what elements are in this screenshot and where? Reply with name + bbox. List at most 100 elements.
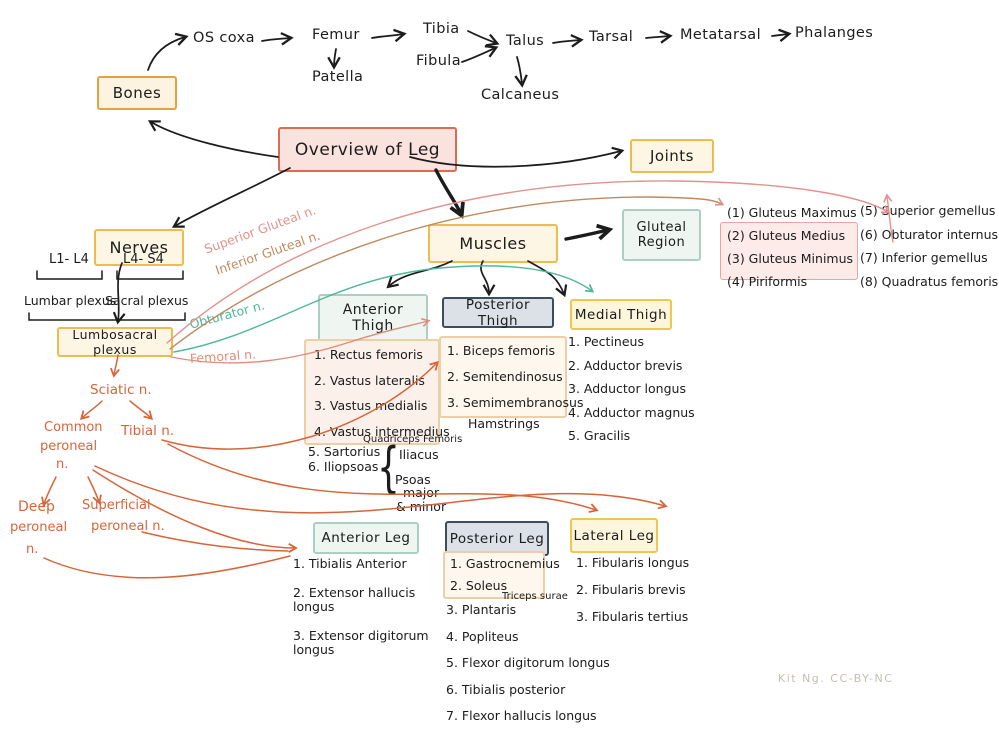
- arrow-nerves-lumbosacral: [112, 262, 126, 325]
- arrow-talus-calcaneus: [514, 56, 528, 88]
- arrow-bones-oscoxa: [147, 32, 189, 71]
- common-peroneal-line1: Common: [44, 420, 103, 435]
- triceps-surae-label: Triceps surae: [502, 591, 568, 602]
- anterior-thigh-boxed-list: 1. Rectus femoris 2. Vastus lateralis 3.…: [314, 348, 450, 439]
- medial-thigh-label: Medial Thigh: [574, 306, 668, 323]
- deep-peroneal-line3: n.: [26, 542, 39, 557]
- anterior-leg-list: 1. Tibialis Anterior 2. Extensor halluci…: [293, 557, 448, 657]
- iliopsoas-brace: {: [377, 438, 400, 500]
- list-item: 3. Plantaris: [446, 602, 517, 617]
- posterior-leg-label: Posterior Leg: [449, 530, 545, 547]
- triceps-surae-box: [443, 551, 545, 599]
- list-item: 1. Fibularis longus: [576, 555, 690, 570]
- brace-item-iliacus: Iliacus: [399, 447, 439, 462]
- hamstrings-label: Hamstrings: [468, 416, 540, 431]
- posterior-leg-list: 3. Plantaris 4. Popliteus 5. Flexor digi…: [446, 603, 610, 723]
- node-anterior-leg: Anterior Leg: [313, 522, 419, 554]
- posterior-thigh-boxed-list: 1. Biceps femoris 2. Semitendinosus 3. S…: [447, 344, 583, 410]
- arrow-sciatic-tibial: [129, 400, 154, 421]
- bone-tibia: Tibia: [423, 21, 460, 37]
- posterior-leg-boxed-list: 1. Gastrocnemius 2. Soleus: [450, 557, 560, 593]
- nerve-roots-lumbar: L1- L4: [49, 252, 89, 267]
- credit-text: Kit Ng. CC-BY-NC: [778, 672, 894, 685]
- list-item: (3) Gluteus Minimus: [727, 251, 854, 266]
- list-item: (5) Superior gemellus: [860, 203, 996, 218]
- bone-calcaneus: Calcaneus: [481, 87, 560, 103]
- node-lumbosacral-plexus: Lumbosacral plexus: [57, 327, 173, 357]
- posterior-thigh-label: Posterior Thigh: [465, 296, 531, 329]
- node-bones-label: Bones: [112, 84, 162, 102]
- tibial-nerve-label: Tibial n.: [121, 423, 175, 439]
- arrow-sciatic-common-peroneal: [79, 400, 103, 421]
- list-item: 7. Flexor hallucis longus: [446, 708, 597, 723]
- node-posterior-leg: Posterior Leg: [445, 521, 549, 556]
- gluteal-region-label-line1: Gluteal: [636, 220, 687, 235]
- list-item: 2. Adductor brevis: [568, 357, 683, 373]
- femoral-nerve-label: Femoral n.: [189, 346, 257, 366]
- bone-fibula: Fibula: [416, 53, 462, 69]
- node-bones: Bones: [97, 76, 177, 110]
- arrow-overview-bones: [147, 120, 279, 158]
- anterior-leg-label: Anterior Leg: [321, 530, 411, 546]
- arrow-metatarsal-phalanges: [771, 28, 792, 42]
- list-item: (4) Piriformis: [727, 274, 808, 289]
- list-item: 2. Soleus: [450, 578, 508, 593]
- list-item-iliopsoas: 6. Iliopsoas: [308, 459, 379, 474]
- bone-tarsal: Tarsal: [589, 29, 634, 45]
- node-joints: Joints: [630, 139, 714, 173]
- node-muscles-label: Muscles: [459, 234, 527, 253]
- superficial-peroneal-line2: peroneal n.: [91, 519, 165, 534]
- arrow-tibia-talus: [467, 30, 500, 47]
- bone-metatarsal: Metatarsal: [680, 27, 762, 43]
- node-medial-thigh: Medial Thigh: [570, 299, 672, 330]
- arrow-lumbosacral-sciatic: [110, 354, 120, 378]
- node-lateral-leg: Lateral Leg: [570, 518, 658, 553]
- list-item: 6. Tibialis posterior: [446, 681, 566, 697]
- arrow-muscles-medial-thigh: [527, 260, 568, 298]
- gluteal-region-label-line2: Region: [637, 235, 686, 250]
- nerve-roots-sacral: L4- S4: [123, 252, 164, 267]
- list-item: 1. Rectus femoris: [314, 347, 423, 362]
- gluteal-list-col1: (1) Gluteus Maximus (2) Gluteus Medius (…: [727, 206, 857, 289]
- node-overview-label: Overview of Leg: [294, 139, 441, 160]
- list-item: 4. Popliteus: [446, 628, 519, 644]
- lumbosacral-plexus-label: Lumbosacral plexus: [72, 327, 158, 357]
- node-muscles: Muscles: [428, 224, 558, 263]
- list-item: (6) Obturator internus: [860, 226, 999, 242]
- arrow-overview-muscles: [434, 168, 461, 214]
- arrow-muscles-posterior-thigh: [480, 260, 496, 297]
- lateral-leg-label: Lateral Leg: [573, 527, 655, 544]
- deep-peroneal-line2: peroneal: [10, 520, 68, 535]
- list-item: 5. Flexor digitorum longus: [446, 655, 610, 670]
- curve-deep-peroneal: [43, 555, 291, 579]
- superficial-peroneal-line1: Superficial: [82, 498, 151, 513]
- node-anterior-thigh: Anterior Thigh: [318, 294, 428, 342]
- list-item: (1) Gluteus Maximus: [727, 205, 857, 220]
- arrow-femur-tibia: [371, 28, 407, 43]
- list-item: 2. Extensor hallucis longus: [293, 585, 416, 614]
- common-peroneal-line3: n.: [56, 457, 69, 472]
- list-item: 1. Biceps femoris: [447, 343, 555, 358]
- list-item: 1. Tibialis Anterior: [293, 556, 407, 571]
- node-overview: Overview of Leg: [278, 127, 457, 172]
- arrow-oscoxa-femur: [261, 32, 294, 46]
- list-item: 1. Pectineus: [568, 334, 644, 349]
- bone-os-coxa: OS coxa: [193, 30, 255, 46]
- list-item: 3. Adductor longus: [568, 381, 686, 396]
- sacral-plexus-label: Sacral plexus: [105, 293, 189, 308]
- node-posterior-thigh: Posterior Thigh: [442, 296, 554, 329]
- node-gluteal-region: Gluteal Region: [622, 209, 701, 261]
- bracket-l4-s4: [116, 270, 184, 280]
- bone-patella: Patella: [312, 69, 364, 85]
- medial-thigh-list: 1. Pectineus 2. Adductor brevis 3. Adduc…: [568, 335, 695, 443]
- arrow-fibula-talus: [461, 45, 499, 63]
- common-peroneal-line2: peroneal: [40, 439, 98, 454]
- bone-phalanges: Phalanges: [795, 25, 874, 41]
- bone-femur: Femur: [312, 27, 360, 43]
- list-item: 3. Extensor digitorum longus: [293, 628, 429, 657]
- arrow-muscles-anterior-thigh: [386, 260, 453, 289]
- list-item: 2. Semitendinosus: [447, 369, 563, 384]
- node-joints-label: Joints: [650, 147, 694, 165]
- list-item: 4. Adductor magnus: [568, 404, 695, 420]
